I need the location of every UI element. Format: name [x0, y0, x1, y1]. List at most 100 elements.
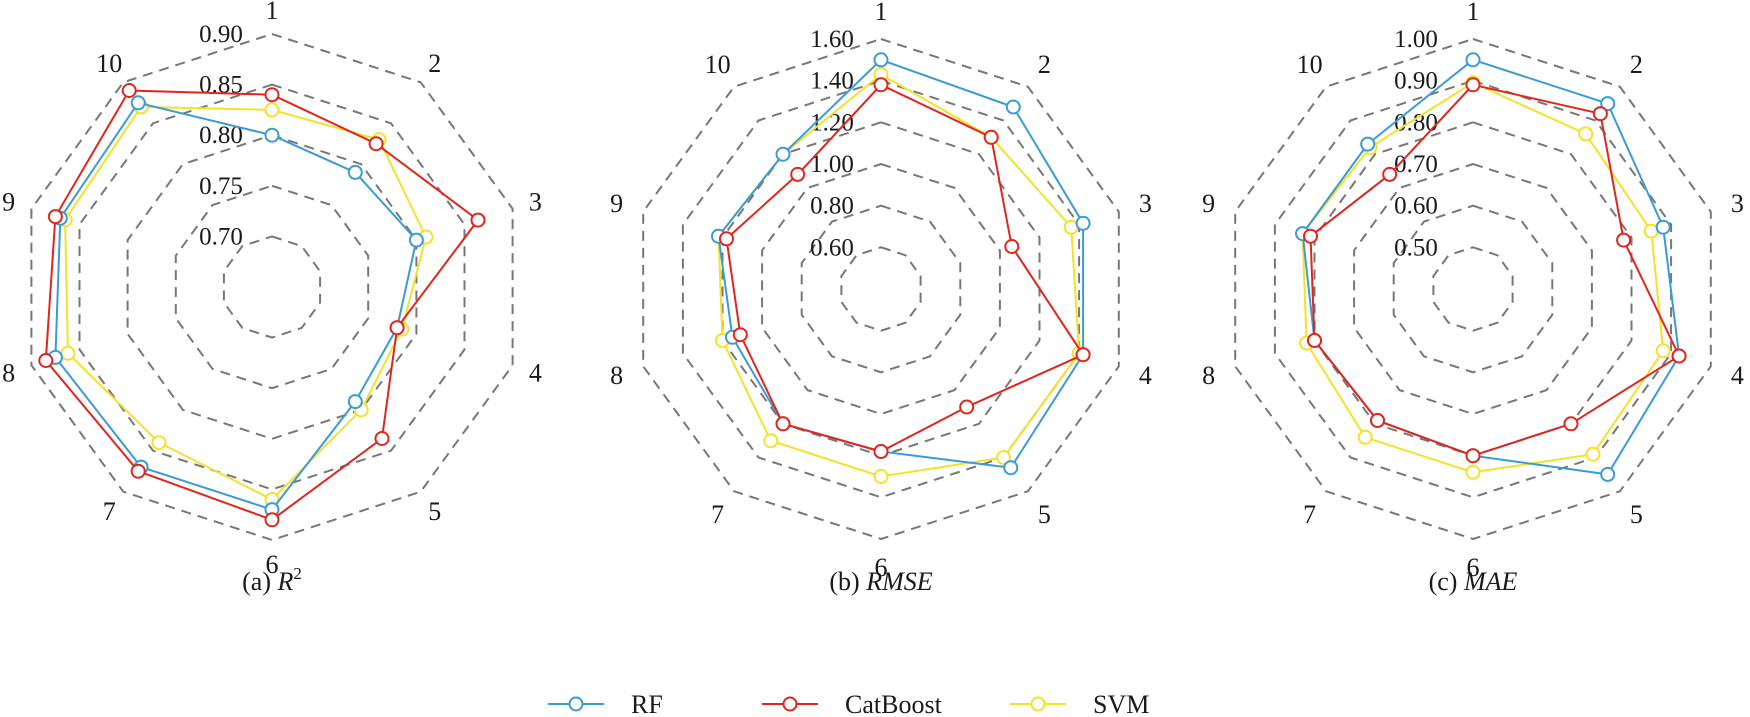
category-label-1: 1 [1467, 0, 1480, 26]
data-point-catboost-3 [1004, 239, 1020, 254]
category-label-1: 1 [266, 0, 279, 25]
grid-ring-0.80 [1313, 121, 1633, 457]
category-label-3: 3 [1139, 189, 1152, 218]
grid-ring-0.75 [174, 184, 370, 390]
category-label-1: 1 [875, 0, 888, 26]
data-point-svm-6 [1465, 464, 1481, 480]
data-point-rf-5 [1003, 460, 1019, 476]
series-line-catboost [725, 83, 1085, 453]
data-point-catboost-7 [775, 416, 791, 432]
data-point-catboost-4 [1671, 348, 1687, 364]
category-label-2: 2 [1038, 50, 1051, 79]
grid-ring-0.90 [1273, 79, 1673, 499]
grid-ring-0.80 [126, 134, 418, 440]
category-label-9: 9 [1202, 189, 1215, 218]
data-point-catboost-10 [790, 166, 806, 182]
category-label-3: 3 [529, 187, 542, 216]
category-label-8: 8 [2, 359, 15, 388]
series-catboost [38, 83, 486, 528]
series-svm [57, 99, 434, 507]
category-label-10: 10 [96, 49, 122, 78]
data-point-rf-5 [1600, 466, 1616, 482]
series-line-svm [1301, 81, 1665, 474]
category-label-8: 8 [610, 361, 623, 390]
data-point-rf-10 [130, 95, 146, 111]
data-point-catboost-9 [47, 209, 63, 225]
data-point-rf-1 [264, 127, 280, 143]
data-point-catboost-7 [130, 463, 146, 479]
series-line-rf [54, 101, 418, 511]
tick-label: 0.50 [1394, 234, 1438, 261]
category-label-5: 5 [1038, 500, 1051, 529]
tick-label: 0.90 [199, 21, 243, 48]
legend-item-rf: RF [548, 690, 663, 717]
data-point-catboost-9 [719, 231, 734, 247]
category-label-5: 5 [428, 497, 441, 526]
data-point-rf-3 [1655, 219, 1671, 235]
grid-ring-0.50 [1432, 246, 1514, 332]
series-rf [711, 52, 1091, 476]
series-line-catboost [44, 89, 479, 521]
category-label-2: 2 [1630, 50, 1643, 79]
data-point-rf-10 [1360, 136, 1376, 152]
data-point-catboost-5 [1563, 416, 1579, 432]
category-label-10: 10 [1297, 50, 1323, 79]
grid-ring-0.60 [840, 246, 922, 332]
data-point-rf-1 [1465, 52, 1481, 68]
tick-label: 0.60 [810, 234, 854, 261]
data-point-svm-7 [763, 433, 779, 449]
tick-label: 0.70 [1394, 151, 1438, 178]
category-label-8: 8 [1202, 361, 1215, 390]
tick-label: 0.60 [1394, 193, 1438, 220]
data-point-svm-6 [873, 469, 889, 484]
tick-label: 0.70 [199, 223, 243, 250]
data-point-svm-2 [1578, 126, 1594, 142]
category-label-6: 6 [1467, 553, 1480, 582]
grid-ring-1.40 [681, 79, 1081, 499]
data-point-svm-1 [264, 102, 280, 118]
data-point-catboost-2 [1592, 106, 1608, 122]
category-label-4: 4 [1731, 361, 1744, 390]
data-point-catboost-2 [368, 136, 384, 152]
data-point-catboost-6 [1465, 448, 1481, 464]
data-point-svm-5 [996, 450, 1011, 465]
series-catboost [719, 77, 1091, 459]
tick-label: 0.80 [810, 193, 854, 220]
panel-caption: (b) RMSE [829, 567, 932, 596]
data-point-svm-7 [151, 435, 167, 451]
tick-label: 1.60 [810, 26, 854, 53]
panel-caption: (c) MAE [1429, 567, 1518, 596]
data-point-catboost-5 [959, 399, 975, 415]
data-point-catboost-8 [1307, 333, 1322, 348]
data-point-rf-2 [1005, 99, 1021, 115]
tick-label: 0.75 [199, 173, 243, 200]
legend-label: CatBoost [845, 690, 943, 717]
category-label-7: 7 [711, 500, 724, 529]
data-point-catboost-1 [264, 87, 280, 103]
data-point-catboost-6 [873, 444, 889, 459]
legend-marker [1030, 696, 1046, 712]
data-point-catboost-10 [1382, 166, 1398, 182]
tick-label: 0.90 [1394, 68, 1438, 95]
panel-caption: (a) R2 [242, 564, 302, 596]
data-point-catboost-3 [1616, 232, 1632, 248]
data-point-rf-3 [408, 232, 424, 248]
radar-panel-mae: 0.50 0.60 0.70 0.80 0.90 1.00 1 2 3 4 5 6 7 8 9 10 (c) M… [1202, 0, 1744, 596]
data-point-catboost-10 [121, 83, 137, 98]
series-svm [1295, 75, 1671, 480]
data-point-catboost-3 [470, 212, 486, 228]
category-label-7: 7 [1303, 500, 1316, 529]
legend-label: SVM [1093, 690, 1149, 717]
data-point-catboost-4 [389, 320, 405, 336]
category-label-7: 7 [103, 497, 116, 526]
data-point-catboost-5 [374, 431, 390, 446]
category-label-3: 3 [1731, 189, 1744, 218]
category-label-5: 5 [1630, 500, 1643, 529]
grid-ring-0.90 [30, 32, 514, 542]
category-label-10: 10 [705, 50, 731, 79]
data-point-catboost-8 [732, 327, 748, 343]
series-catboost [1303, 77, 1687, 464]
